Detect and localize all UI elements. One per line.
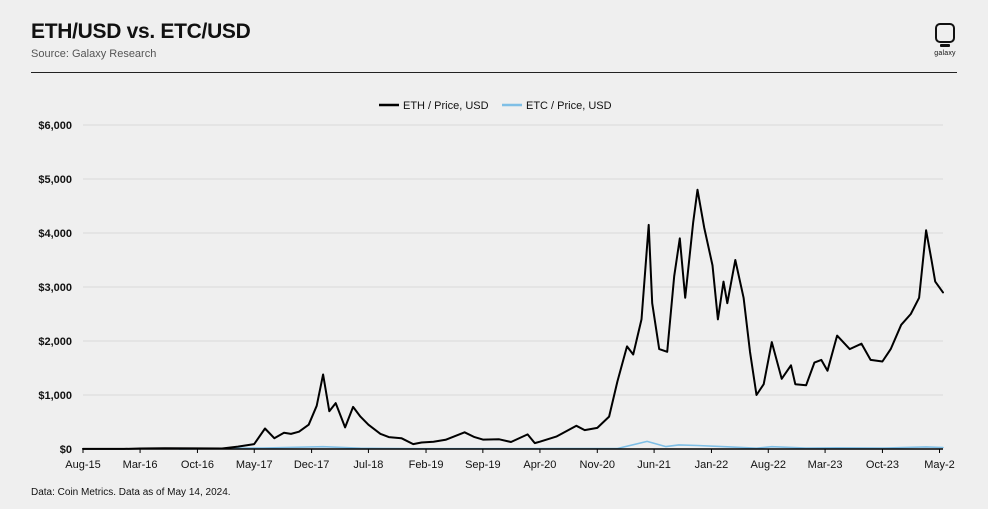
x-axis-ticks: Aug-15 Mar-16 Oct-16 May-17 Dec-17 Jul-18 Feb-… [65, 449, 955, 471]
chart-title: ETH/USD vs. ETC/USD [31, 20, 251, 43]
x-tick-label: May-2 [924, 459, 955, 471]
gridlines [83, 124, 943, 396]
y-tick-label: $1,000 [38, 390, 72, 402]
eth-price-line [82, 188, 944, 450]
y-tick-label: $5,000 [38, 174, 72, 186]
header-divider [31, 72, 957, 73]
x-tick-label: Sep-19 [465, 459, 500, 471]
legend-label: ETH / Price, USD [403, 100, 489, 112]
x-tick-label: Mar-23 [808, 459, 843, 471]
y-tick-label: $3,000 [38, 282, 72, 294]
x-tick-label: Mar-16 [123, 459, 158, 471]
footnote: Data: Coin Metrics. Data as of May 14, 2… [31, 487, 231, 498]
y-axis-ticks: $0 $1,000 $2,000 $3,000 $4,000 $5,000 $6,000 [38, 120, 72, 456]
x-tick-label: Oct-23 [866, 459, 899, 471]
y-tick-label: $0 [60, 444, 72, 456]
legend-label: ETC / Price, USD [526, 100, 612, 112]
x-tick-label: Dec-17 [294, 459, 329, 471]
legend: ETH / Price, USD ETC / Price, USD [379, 100, 612, 112]
galaxy-logo-mark [935, 23, 955, 47]
x-tick-label: Apr-20 [523, 459, 556, 471]
x-tick-label: Jun-21 [637, 459, 671, 471]
x-tick-label: Jan-22 [695, 459, 729, 471]
chart-subtitle: Source: Galaxy Research [31, 48, 157, 60]
series-lines [82, 188, 944, 450]
galaxy-logo-text: galaxy [934, 50, 956, 57]
x-tick-label: Aug-22 [751, 459, 786, 471]
x-tick-label: Nov-20 [580, 459, 615, 471]
x-tick-label: May-17 [236, 459, 273, 471]
x-tick-label: Aug-15 [65, 459, 100, 471]
x-tick-label: Jul-18 [353, 459, 383, 471]
galaxy-logo: galaxy [930, 21, 960, 57]
y-tick-label: $6,000 [38, 120, 72, 132]
etc-price-line [178, 440, 944, 450]
y-tick-label: $4,000 [38, 228, 72, 240]
y-tick-label: $2,000 [38, 336, 72, 348]
x-tick-label: Oct-16 [181, 459, 214, 471]
x-tick-label: Feb-19 [409, 459, 444, 471]
